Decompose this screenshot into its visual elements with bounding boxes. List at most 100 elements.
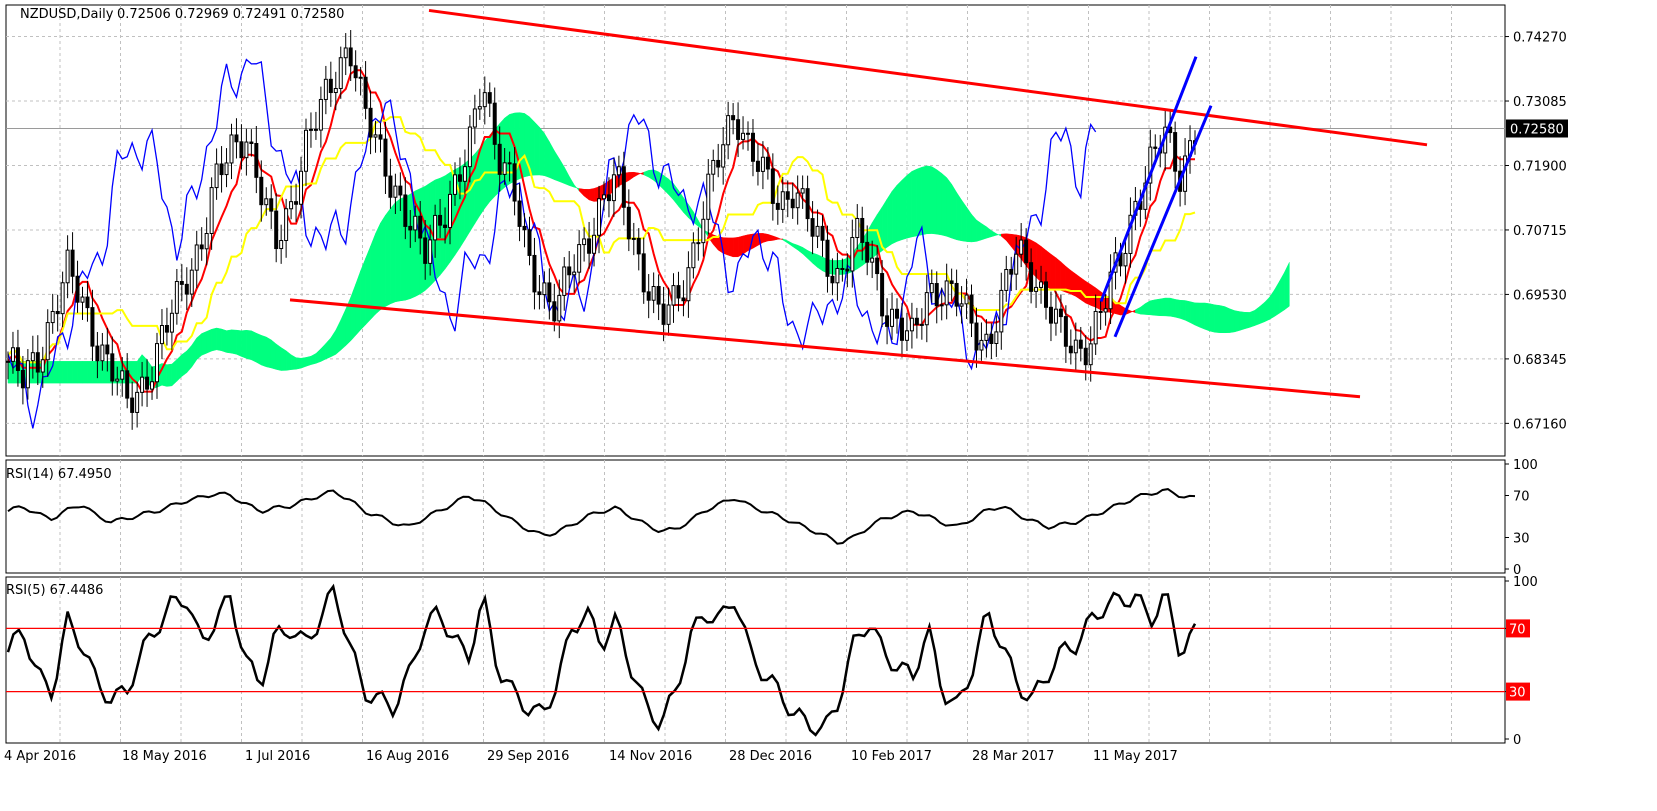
candle-body [1108, 271, 1113, 310]
candle-body [592, 234, 597, 254]
candle-body [597, 198, 602, 236]
candle [418, 201, 423, 255]
candle-body [959, 303, 964, 307]
candle [1034, 269, 1039, 308]
candle [204, 217, 209, 266]
candle-body [587, 238, 592, 254]
rsi-tick-label: 70 [1513, 490, 1530, 505]
kumo-segment [231, 329, 237, 355]
candle-body [611, 174, 616, 202]
candle-body [174, 280, 179, 314]
candle-body [254, 142, 259, 178]
kumo-segment [300, 357, 307, 369]
candle [462, 149, 467, 195]
candle [45, 309, 50, 377]
kumo-segment [1085, 280, 1091, 306]
candle [348, 30, 353, 81]
kumo-layer [7, 112, 1290, 390]
candle [323, 65, 328, 115]
candle [318, 86, 323, 148]
candle [706, 159, 711, 235]
candle [373, 120, 378, 153]
candle [145, 359, 150, 407]
candle [696, 227, 701, 261]
candle-body [70, 249, 75, 277]
candle [229, 123, 234, 180]
candle [904, 312, 909, 351]
candle-body [1053, 308, 1058, 324]
candle [557, 279, 562, 339]
candle-body [691, 242, 696, 269]
candle-body [820, 225, 825, 241]
candle-body [487, 92, 492, 104]
candle-body [249, 141, 254, 144]
candle [1019, 223, 1024, 268]
candle-body [145, 376, 150, 390]
candle-body [323, 78, 328, 100]
candle-body [517, 200, 522, 227]
candle-body [850, 237, 855, 272]
candle [482, 76, 487, 125]
candle [1143, 166, 1148, 220]
candle-body [1029, 262, 1034, 292]
candle-body [989, 333, 994, 344]
candle-body [582, 238, 587, 246]
kumo-segment [762, 233, 769, 243]
candle [35, 335, 40, 386]
candle [959, 286, 964, 324]
candle [726, 101, 731, 160]
candle-body [65, 249, 70, 284]
candle-body [964, 294, 969, 305]
kumo-segment [742, 234, 749, 255]
candle-body [1048, 306, 1053, 324]
candle [169, 299, 174, 350]
candle-body [755, 160, 760, 172]
candle [621, 151, 626, 226]
candle [914, 307, 919, 339]
candle-body [492, 102, 497, 145]
candle-body [780, 191, 785, 210]
candle-body [234, 134, 239, 143]
candle-body [770, 168, 775, 204]
rsi-tick-label: 100 [1513, 458, 1538, 473]
candle [259, 160, 264, 222]
candle-body [1143, 182, 1148, 210]
candle [284, 198, 289, 258]
candle [308, 112, 313, 148]
ohlc-values: 0.72506 0.72969 0.72491 0.72580 [117, 7, 344, 22]
candle [567, 251, 572, 289]
candle-body [681, 297, 686, 302]
candle-body [393, 185, 398, 198]
candle-body [1009, 269, 1014, 275]
candle [388, 158, 393, 209]
candle-body [750, 132, 755, 162]
candle [790, 182, 795, 219]
candle-body [169, 312, 174, 333]
candle [1093, 294, 1098, 355]
candle-body [368, 107, 373, 138]
candle-body [1103, 308, 1108, 313]
candle-body [353, 65, 358, 79]
candle [924, 274, 929, 343]
candle-body [577, 244, 582, 273]
kumo-segment [727, 237, 734, 258]
candle-body [1068, 345, 1073, 354]
candle [85, 280, 90, 322]
candle [855, 204, 860, 250]
x-tick-label: 29 Sep 2016 [487, 749, 569, 764]
candle-body [1044, 281, 1049, 308]
kumo-segment [375, 222, 381, 315]
candle [452, 162, 457, 206]
candle [969, 284, 974, 338]
kumo-segment [529, 116, 535, 176]
candle-body [1078, 339, 1083, 349]
candle-body [746, 132, 751, 135]
candle [328, 61, 333, 107]
candle [1029, 248, 1034, 304]
candle-body [338, 57, 343, 90]
kumo-segment [290, 354, 297, 370]
candle [760, 141, 765, 190]
candle [214, 148, 219, 200]
candle [616, 155, 621, 188]
candle [507, 151, 512, 182]
